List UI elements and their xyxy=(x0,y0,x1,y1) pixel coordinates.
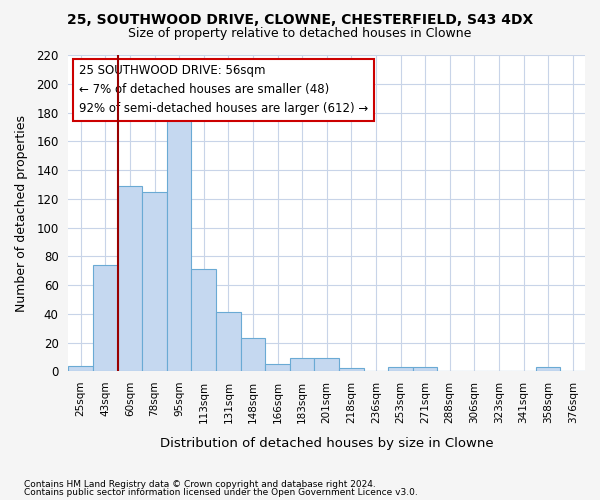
Bar xyxy=(241,338,265,372)
Bar xyxy=(290,358,314,372)
Bar xyxy=(413,367,437,372)
Text: Size of property relative to detached houses in Clowne: Size of property relative to detached ho… xyxy=(128,28,472,40)
Text: Contains public sector information licensed under the Open Government Licence v3: Contains public sector information licen… xyxy=(24,488,418,497)
Bar xyxy=(68,366,93,372)
Text: 25, SOUTHWOOD DRIVE, CLOWNE, CHESTERFIELD, S43 4DX: 25, SOUTHWOOD DRIVE, CLOWNE, CHESTERFIEL… xyxy=(67,12,533,26)
Bar xyxy=(536,367,560,372)
Bar xyxy=(167,114,191,372)
Bar xyxy=(118,186,142,372)
Bar xyxy=(191,269,216,372)
Bar xyxy=(314,358,339,372)
Y-axis label: Number of detached properties: Number of detached properties xyxy=(15,114,28,312)
X-axis label: Distribution of detached houses by size in Clowne: Distribution of detached houses by size … xyxy=(160,437,494,450)
Bar xyxy=(339,368,364,372)
Bar xyxy=(216,312,241,372)
Text: 25 SOUTHWOOD DRIVE: 56sqm
← 7% of detached houses are smaller (48)
92% of semi-d: 25 SOUTHWOOD DRIVE: 56sqm ← 7% of detach… xyxy=(79,64,368,116)
Bar xyxy=(388,367,413,372)
Bar xyxy=(265,364,290,372)
Text: Contains HM Land Registry data © Crown copyright and database right 2024.: Contains HM Land Registry data © Crown c… xyxy=(24,480,376,489)
Bar xyxy=(142,192,167,372)
Bar xyxy=(93,265,118,372)
